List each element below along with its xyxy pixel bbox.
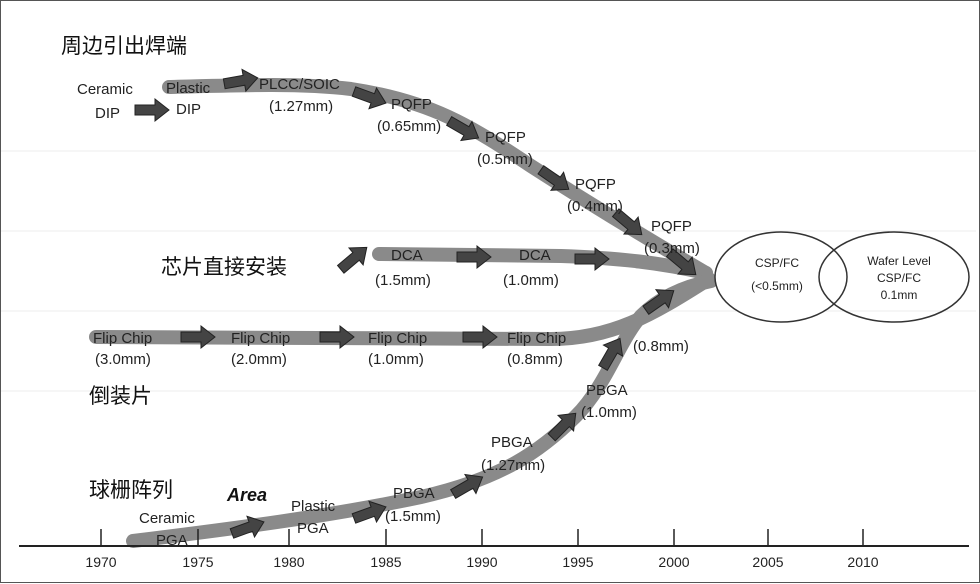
ceramic-dip-label: Ceramic: [77, 81, 133, 98]
area-band: [126, 274, 718, 548]
pqfp-03-pitch: (0.3mm): [644, 240, 700, 257]
flip-chip-08-pitch: (0.8mm): [507, 351, 563, 368]
flip-chip-08-label: Flip Chip: [507, 330, 566, 347]
pqfp-065-label: PQFP: [391, 96, 432, 113]
plastic-pga-label: Plastic: [291, 498, 336, 515]
plastic-dip-type: DIP: [176, 101, 201, 118]
year-tick: 2000: [658, 554, 689, 570]
arrow-icon: [333, 238, 375, 279]
pbga-15-label: PBGA: [393, 485, 435, 502]
background-grid: [1, 150, 976, 392]
flip-chip-10-pitch: (1.0mm): [368, 351, 424, 368]
ceramic-pga-type: PGA: [156, 532, 188, 549]
pbga-10-label: PBGA: [586, 382, 628, 399]
pbga-08-pitch: (0.8mm): [633, 338, 689, 355]
year-tick: 2010: [847, 554, 878, 570]
year-tick: 1975: [182, 554, 213, 570]
year-tick: 1970: [85, 554, 116, 570]
flip-chip-10-label: Flip Chip: [368, 330, 427, 347]
flip-chip-30-label: Flip Chip: [93, 330, 152, 347]
arrows: [134, 66, 704, 545]
year-axis: 1970 1975 1980 1985 1990 1995 2000 2005 …: [19, 529, 969, 570]
year-tick: 1980: [273, 554, 304, 570]
pqfp-065-pitch: (0.65mm): [377, 118, 441, 135]
category-flip-chip: 倒装片: [89, 384, 152, 408]
plcc-label: PLCC/SOIC: [259, 76, 340, 93]
year-tick: 1985: [370, 554, 401, 570]
csp-label: CSP/FC: [755, 256, 799, 270]
ceramic-pga-label: Ceramic: [139, 510, 195, 527]
year-tick: 2005: [752, 554, 783, 570]
pbga-127-pitch: (1.27mm): [481, 457, 545, 474]
category-chip-direct: 芯片直接安装: [161, 255, 287, 279]
csp-ellipse: [714, 231, 848, 323]
peripheral-band: [162, 78, 713, 280]
dca-10-pitch: (1.0mm): [503, 272, 559, 289]
dca-15-pitch: (1.5mm): [375, 272, 431, 289]
pbga-10-pitch: (1.0mm): [581, 404, 637, 421]
ceramic-dip-type: DIP: [95, 105, 120, 122]
pqfp-05-label: PQFP: [485, 129, 526, 146]
pqfp-04-pitch: (0.4mm): [567, 198, 623, 215]
pbga-15-pitch: (1.5mm): [385, 508, 441, 525]
category-ball-grid: 球栅阵列: [89, 478, 173, 502]
flip-chip-20-label: Flip Chip: [231, 330, 290, 347]
pqfp-04-label: PQFP: [575, 176, 616, 193]
pqfp-03-label: PQFP: [651, 218, 692, 235]
csp-pitch: (<0.5mm): [751, 279, 803, 293]
pbga-127-label: PBGA: [491, 434, 533, 451]
year-tick: 1995: [562, 554, 593, 570]
dca-10-label: DCA: [519, 247, 551, 264]
wafer-level-ellipse: [818, 231, 970, 323]
flip-chip-20-pitch: (2.0mm): [231, 351, 287, 368]
dca-15-label: DCA: [391, 247, 423, 264]
pqfp-05-pitch: (0.5mm): [477, 151, 533, 168]
plastic-pga-type: PGA: [297, 520, 329, 537]
year-tick: 1990: [466, 554, 497, 570]
flip-chip-30-pitch: (3.0mm): [95, 351, 151, 368]
category-peripheral: 周边引出焊端: [61, 34, 187, 58]
area-label: Area: [226, 485, 267, 505]
wafer-level-label: Wafer Level: [867, 254, 931, 268]
plcc-pitch: (1.27mm): [269, 98, 333, 115]
wafer-csp-label: CSP/FC: [877, 271, 921, 285]
arrow-icon: [180, 325, 216, 349]
plastic-dip-label: Plastic: [166, 80, 211, 97]
wafer-pitch: 0.1mm: [881, 288, 918, 302]
arrow-icon: [134, 98, 170, 122]
